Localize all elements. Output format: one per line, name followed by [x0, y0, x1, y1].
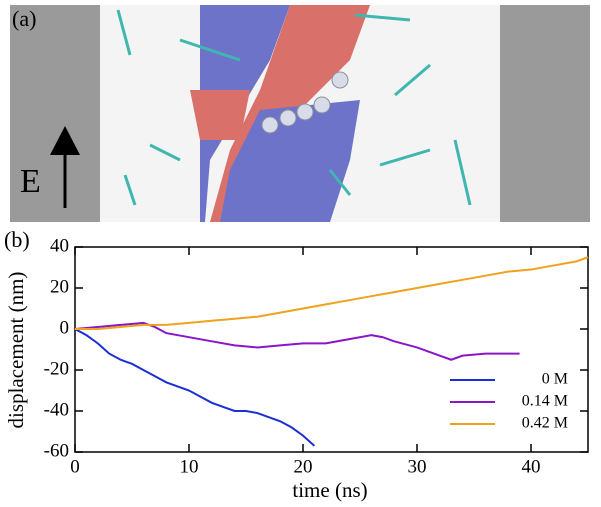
x-tick-label: 30 [408, 456, 427, 477]
legend-label: 0 M [542, 371, 568, 388]
series-line [74, 321, 520, 361]
y-tick-label: 40 [50, 235, 69, 256]
counterion-cluster [261, 71, 349, 134]
y-tick-label: -20 [44, 358, 69, 379]
y-tick-label: -40 [44, 399, 69, 420]
y-tick-label: 20 [50, 276, 69, 297]
field-label: E [20, 163, 41, 200]
panel-label: (b) [4, 227, 30, 252]
legend-label: 0.14 M [522, 393, 568, 410]
left-wall [10, 5, 100, 222]
x-tick-label: 20 [294, 456, 313, 477]
dna-strand-blue [220, 100, 360, 222]
y-tick-label: -60 [44, 440, 69, 461]
dna-strand-blue [200, 5, 290, 222]
legend-label: 0.42 M [522, 415, 568, 432]
molecular-snapshot: (a) E [10, 5, 590, 222]
series-line [75, 256, 589, 330]
x-tick-label: 40 [522, 456, 541, 477]
panel-label: (a) [12, 6, 36, 31]
dna-strand-red [190, 90, 250, 140]
field-arrowhead [50, 126, 80, 155]
y-axis-label: displacement (nm) [4, 272, 28, 429]
right-wall [500, 5, 590, 222]
x-tick-label: 0 [70, 456, 80, 477]
series-line [74, 328, 316, 447]
plot-frame [74, 246, 589, 453]
x-tick-label: 10 [180, 456, 199, 477]
polyamine-sticks [116, 9, 472, 206]
y-tick-label: 0 [60, 317, 70, 338]
x-axis-label: time (ns) [292, 478, 367, 502]
